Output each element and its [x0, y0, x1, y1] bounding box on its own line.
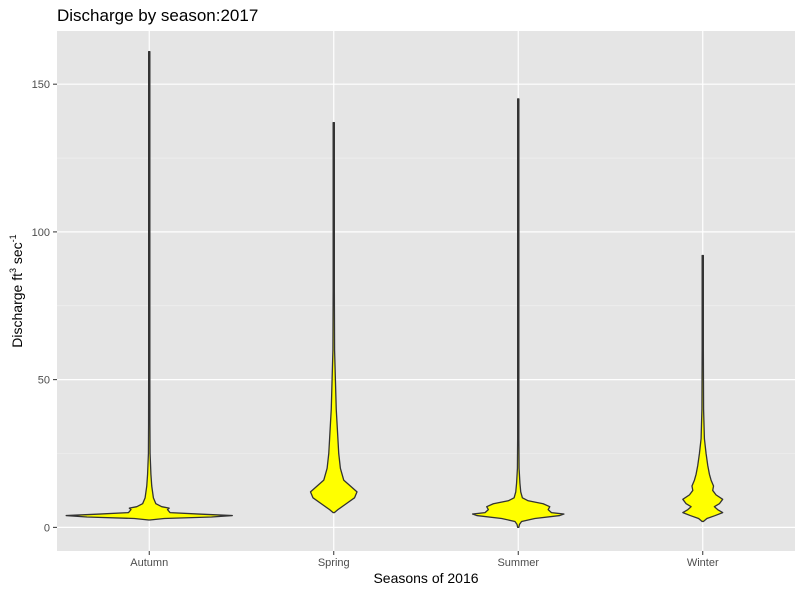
violin-autumn [65, 51, 233, 521]
y-tick-label: 100 [32, 227, 50, 239]
x-tick-label: Winter [687, 557, 719, 569]
x-tick-label: Autumn [130, 557, 168, 569]
y-tick-label: 50 [38, 375, 50, 387]
y-tick-label: 150 [32, 79, 50, 91]
violin-series [65, 51, 724, 529]
violin-winter [682, 254, 724, 523]
chart-title: Discharge by season:2017 [57, 6, 258, 25]
plot-panel [57, 31, 795, 551]
x-tick-label: Summer [497, 557, 539, 569]
x-axis-title: Seasons of 2016 [373, 570, 478, 586]
y-axis-ticks: 0 50 100 150 [32, 79, 57, 534]
y-tick-label: 0 [44, 522, 50, 534]
minor-gridlines [57, 157, 795, 454]
y-axis-title: Discharge ft3 sec-1 [8, 234, 25, 347]
x-tick-label: Spring [318, 557, 350, 569]
y-axis-title-base: Discharge ft [9, 273, 25, 348]
y-axis-title-mid: sec [9, 242, 25, 268]
violin-spring [309, 121, 358, 514]
violin-summer [471, 98, 565, 529]
y-axis-title-sup1: 3 [8, 268, 18, 273]
y-axis-title-sup2: -1 [8, 234, 18, 242]
x-axis-ticks: Autumn Spring Summer Winter [130, 551, 719, 569]
